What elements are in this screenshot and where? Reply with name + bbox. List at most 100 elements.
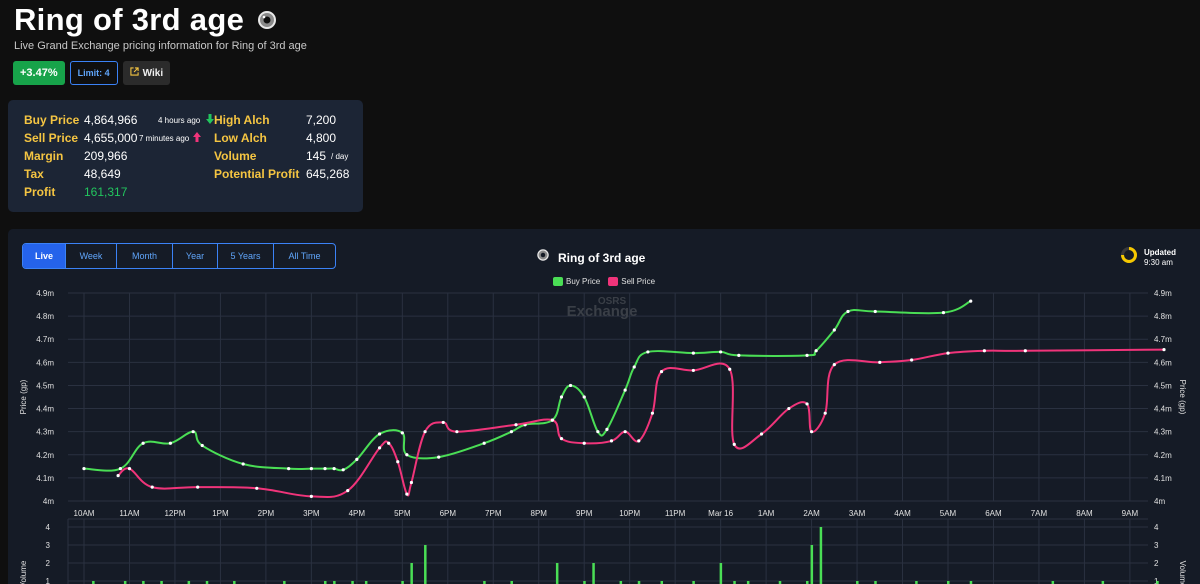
tab-live[interactable]: Live <box>23 244 66 268</box>
buy-price-value: 4,864,966 <box>84 113 138 127</box>
profit-label: Profit <box>24 185 56 199</box>
price-chart[interactable]: OSRS Exchange 1 1 2 2 3 3 4 4 Volume Volume 4m 4m 4… <box>8 229 1200 584</box>
buy-price-row: Buy Price 4,864,966 4 hours ago <box>24 113 215 127</box>
external-link-icon <box>130 67 139 79</box>
buy-price-label: Buy Price <box>24 113 80 127</box>
low-alch-value: 4,800 <box>306 131 337 145</box>
x-tick-label: 2PM <box>258 509 275 518</box>
buy-price-point <box>814 349 818 353</box>
refresh-timer-icon <box>1120 246 1138 269</box>
profit-row: Profit 161,317 <box>24 185 127 199</box>
volume-tick-label: 3 <box>46 541 51 550</box>
chart-title-text: Ring of 3rd age <box>558 250 646 265</box>
tab-week[interactable]: Week <box>66 244 117 268</box>
volume-bar <box>778 581 782 584</box>
tax-value: 48,649 <box>84 167 121 181</box>
buy-price-point <box>323 467 327 471</box>
buy-price-point <box>605 427 609 431</box>
x-tick-label: 7PM <box>485 509 502 518</box>
legend-item-buy[interactable]: Buy Price <box>553 277 600 286</box>
arrow-down-icon <box>206 113 215 127</box>
volume-bar <box>324 581 327 584</box>
x-tick-label: 2AM <box>803 509 820 518</box>
x-tick-label: 3PM <box>303 509 320 518</box>
sell-price-row: Sell Price 4,655,000 7 minutes ago <box>24 131 202 145</box>
sell-price-point <box>116 473 120 478</box>
sell-price-point <box>127 467 132 471</box>
volume-bar <box>1051 581 1055 584</box>
y2-tick-label: 4.8m <box>1154 312 1172 321</box>
tab-5-years[interactable]: 5 Years <box>218 244 274 268</box>
volume-tick-label: 2 <box>1154 559 1159 568</box>
tab-month[interactable]: Month <box>117 244 173 268</box>
buy-price-point <box>200 443 204 448</box>
buy-price-point <box>832 328 836 332</box>
buy-price-point <box>482 441 486 445</box>
buy-price-point <box>969 299 973 303</box>
sell-price-point <box>255 486 259 490</box>
y2-tick-label: 4.5m <box>1154 381 1172 390</box>
updated-time: 9:30 am <box>1144 257 1173 267</box>
y-tick-label: 4m <box>43 497 54 506</box>
volume-bar <box>810 545 814 584</box>
buy-price-point <box>355 457 359 461</box>
sell-swatch <box>608 277 619 286</box>
volume-bar <box>806 581 809 584</box>
limit-badge: Limit: 4 <box>69 61 118 85</box>
legend-item-sell[interactable]: Sell Price <box>608 277 655 286</box>
watermark-exchange: Exchange <box>567 303 638 320</box>
volume-bar <box>637 581 641 584</box>
tax-label: Tax <box>24 167 44 181</box>
updated-label: Updated <box>1144 247 1176 257</box>
volume-bar <box>187 581 191 584</box>
y2-tick-label: 4.7m <box>1154 335 1172 344</box>
tab-all-time[interactable]: All Time <box>288 251 321 261</box>
buy-price-point <box>287 467 291 471</box>
arrow-up-icon <box>193 131 202 145</box>
buy-price-point <box>405 453 409 457</box>
sell-price-point <box>441 420 445 425</box>
sell-price-point <box>637 439 641 443</box>
sell-price-point <box>832 363 836 367</box>
buy-price-point <box>118 467 122 471</box>
wiki-link-button[interactable]: Wiki <box>122 61 171 85</box>
x-tick-label: 8PM <box>531 509 548 518</box>
sell-price-point <box>550 418 554 422</box>
x-tick-label: 6AM <box>985 509 1002 518</box>
x-tick-label: 10AM <box>74 509 95 518</box>
x-tick-label: 1PM <box>212 509 229 518</box>
buy-price-point <box>568 383 573 388</box>
sell-price-line <box>117 348 1165 499</box>
volume-bar <box>719 563 723 584</box>
y-tick-label: 4.6m <box>36 358 54 367</box>
buy-price-point <box>509 430 514 434</box>
x-tick-label: 12PM <box>164 509 185 518</box>
sell-price-point <box>582 441 586 445</box>
x-tick-label: 11AM <box>119 509 140 518</box>
volume-bar <box>592 563 595 584</box>
buy-price-point <box>141 441 145 445</box>
volume-bar <box>142 581 145 584</box>
y2-tick-label: 4.4m <box>1154 405 1172 414</box>
updated-indicator: Updated 9:30 am <box>1120 246 1176 269</box>
volume-bar <box>947 581 950 584</box>
volume-axis-title: Volume <box>19 560 28 584</box>
volume-bar <box>283 581 286 584</box>
volume-bar <box>333 581 336 584</box>
badge-row: +3.47% Limit: 4 Wiki <box>13 61 171 85</box>
sell-price-point <box>732 442 736 446</box>
x-tick-label: 6PM <box>440 509 457 518</box>
volume-bar <box>692 581 695 584</box>
sell-price-point <box>405 492 409 496</box>
legend-buy-label: Buy Price <box>566 277 601 286</box>
sell-price-point <box>409 480 414 485</box>
high-alch-label: High Alch <box>214 113 270 127</box>
page-title: Ring of 3rd age <box>14 2 245 37</box>
x-tick-label: 4PM <box>349 509 366 518</box>
tab-year[interactable]: Year <box>173 244 218 268</box>
volume-tick-label: 4 <box>46 523 51 532</box>
sell-price-point <box>650 411 655 415</box>
sell-price-point <box>196 485 200 489</box>
ring-icon <box>536 248 550 267</box>
volume-bar <box>555 563 559 584</box>
